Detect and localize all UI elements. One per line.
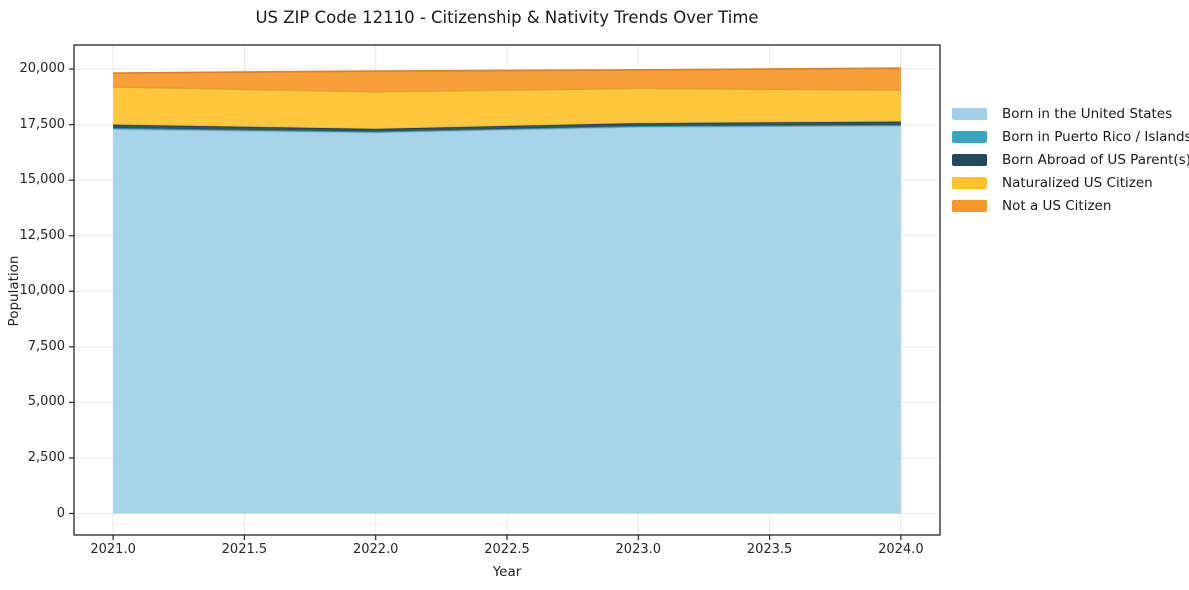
x-tick-label: 2024.0 [878, 542, 924, 557]
chart-title: US ZIP Code 12110 - Citizenship & Nativi… [255, 8, 759, 27]
x-tick-label: 2023.5 [746, 542, 793, 557]
x-axis-label: Year [492, 564, 522, 580]
legend-item-naturalized-us-citizen: Naturalized US Citizen [952, 172, 1189, 195]
legend-label: Born Abroad of US Parent(s) [1002, 151, 1189, 168]
legend-item-born-in-the-united-states: Born in the United States [952, 102, 1189, 125]
legend-swatch-icon [952, 130, 987, 143]
y-tick-label: 15,000 [19, 172, 66, 188]
legend-label: Born in the United States [1002, 105, 1173, 122]
legend: Born in the United States Born in Puerto … [952, 102, 1189, 218]
legend-label: Naturalized US Citizen [1002, 175, 1153, 192]
area-not-a-us-citizen [113, 68, 901, 92]
legend-swatch-icon [952, 153, 987, 166]
x-tick-label: 2021.5 [221, 542, 268, 557]
x-tick-label: 2021.0 [90, 542, 136, 557]
legend-item-not-a-us-citizen: Not a US Citizen [952, 195, 1189, 218]
legend-swatch-icon [952, 200, 987, 213]
y-tick-label: 0 [56, 505, 65, 521]
area-naturalized-us-citizen [113, 86, 901, 129]
legend-item-born-abroad-of-us-parent-s: Born Abroad of US Parent(s) [952, 148, 1189, 171]
y-tick-label: 2,500 [27, 449, 65, 465]
y-tick-label: 20,000 [19, 61, 66, 77]
stacked-areas [113, 67, 901, 514]
y-tick-label: 17,500 [19, 116, 66, 132]
x-tick-label: 2022.0 [352, 542, 399, 557]
y-tick-label: 10,000 [19, 283, 66, 299]
legend-label: Not a US Citizen [1002, 198, 1112, 215]
legend-swatch-icon [952, 177, 987, 190]
y-tick-label: 7,500 [27, 338, 65, 354]
legend-item-born-in-puerto-rico-islands: Born in Puerto Rico / Islands [952, 125, 1189, 148]
legend-label: Born in Puerto Rico / Islands [1002, 128, 1189, 145]
area-born-in-the-united-states [113, 125, 901, 514]
area-edge-not-a-us-citizen [113, 67, 901, 74]
x-tick-label: 2022.5 [484, 542, 530, 557]
legend-swatch-icon [952, 107, 987, 120]
axis-ticks [69, 68, 902, 540]
y-tick-label: 12,500 [19, 227, 66, 243]
x-tick-label: 2023.0 [615, 542, 662, 557]
y-tick-label: 5,000 [27, 394, 65, 410]
